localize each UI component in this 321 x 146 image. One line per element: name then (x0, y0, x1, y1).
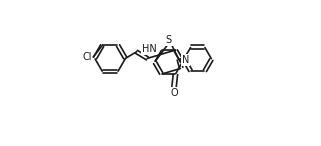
Text: Cl: Cl (82, 52, 91, 62)
Text: HN: HN (142, 44, 156, 54)
Text: O: O (170, 88, 178, 98)
Text: S: S (165, 35, 172, 45)
Text: N: N (182, 55, 189, 65)
